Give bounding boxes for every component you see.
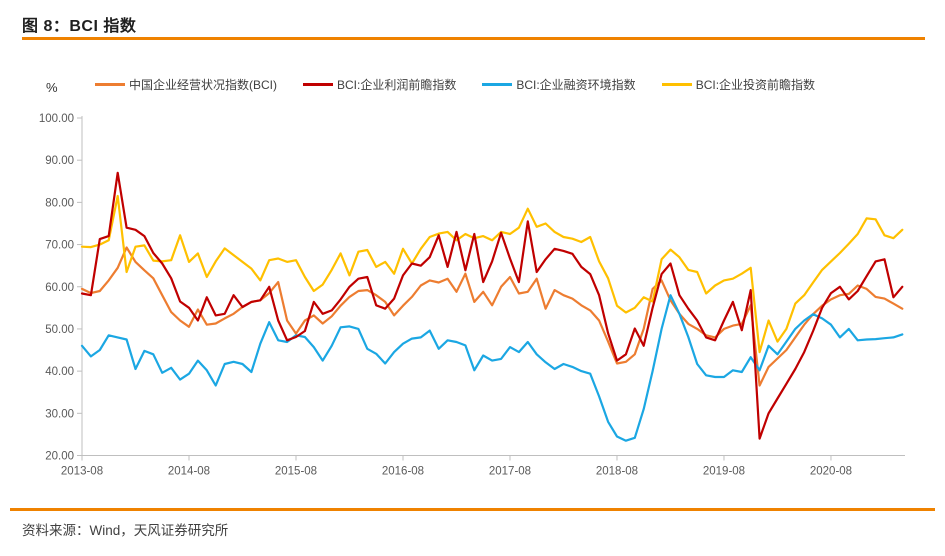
x-tick-label: 2013-08 [61, 466, 103, 478]
footer-rule [10, 508, 935, 511]
series-line-3 [80, 194, 904, 354]
legend-item-financing: BCI:企业融资环境指数 [482, 76, 636, 93]
x-tick-label: 2019-08 [703, 466, 745, 478]
x-tick-label: 2017-08 [489, 466, 531, 478]
legend-label-investment: BCI:企业投资前瞻指数 [695, 78, 816, 92]
legend-item-investment: BCI:企业投资前瞻指数 [661, 76, 816, 93]
y-tick-label: 30.00 [45, 408, 74, 420]
series-line-0 [80, 246, 904, 387]
x-tick-label: 2020-08 [810, 466, 852, 478]
series-line-2 [80, 294, 904, 442]
bci-line-chart: 20.00 30.00 40.00 50.00 60.00 70.00 80.00 90.00… [39, 113, 905, 478]
y-tick-label: 100.00 [39, 113, 74, 125]
figure-title: 图 8：BCI 指数 [22, 18, 137, 35]
y-tick-label: 70.00 [45, 240, 74, 252]
title-underline-rule [22, 37, 925, 40]
legend-label-profit: BCI:企业利润前瞻指数 [337, 78, 457, 92]
chart-legend: 中国企业经营状况指数(BCI) BCI:企业利润前瞻指数 BCI:企业融资环境指… [95, 76, 815, 93]
x-tick-label: 2014-08 [168, 466, 210, 478]
legend-swatch-financing [482, 83, 513, 86]
legend-item-profit: BCI:企业利润前瞻指数 [303, 76, 456, 93]
series-line-1 [80, 171, 904, 440]
y-tick-label: 20.00 [45, 451, 74, 463]
y-axis-unit-label: % [46, 80, 58, 95]
x-tick-label: 2016-08 [382, 466, 424, 478]
source-note: 资料来源：Wind，天风证券研究所 [22, 523, 229, 538]
legend-item-bci: 中国企业经营状况指数(BCI) [95, 76, 277, 93]
y-tick-label: 90.00 [45, 155, 74, 167]
y-tick-label: 40.00 [45, 366, 74, 378]
legend-label-financing: BCI:企业融资环境指数 [516, 78, 636, 92]
legend-swatch-bci [95, 83, 125, 86]
legend-swatch-profit [303, 83, 333, 86]
x-tick-label: 2018-08 [596, 466, 638, 478]
y-tick-label: 80.00 [45, 197, 74, 209]
legend-label-bci: 中国企业经营状况指数(BCI) [129, 78, 277, 92]
x-tick-label: 2015-08 [275, 466, 317, 478]
legend-swatch-investment [661, 83, 692, 86]
y-tick-label: 50.00 [45, 324, 74, 336]
y-tick-label: 60.00 [45, 282, 74, 294]
